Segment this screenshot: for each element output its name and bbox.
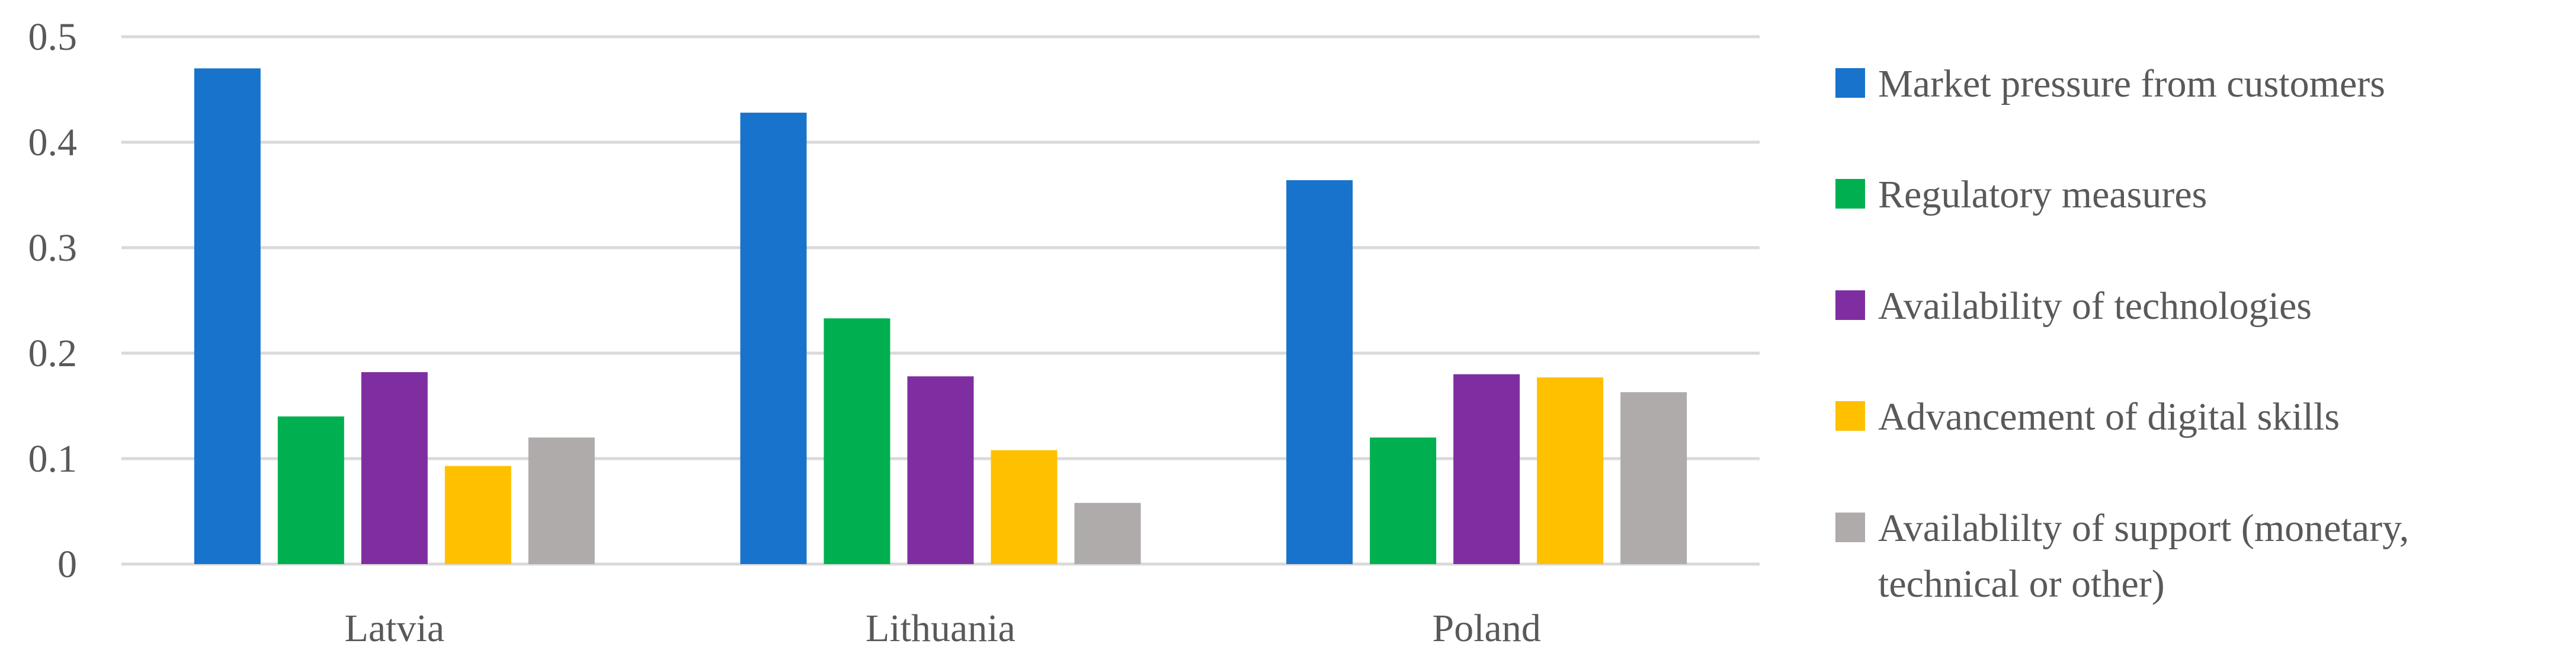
legend-swatch: [1835, 513, 1865, 542]
x-axis-category-labels: Latvia Lithuania Poland: [345, 607, 1541, 650]
bar: [991, 450, 1058, 564]
bar: [1074, 502, 1141, 564]
y-tick-label: 0.3: [28, 226, 78, 270]
bar: [194, 68, 261, 564]
legend: Market pressure from customers Regulatory…: [1835, 62, 2409, 606]
bar: [907, 376, 974, 564]
bar: [1620, 392, 1687, 564]
legend-label: Availability of technologies: [1878, 284, 2312, 328]
bar: [1286, 180, 1353, 565]
legend-swatch: [1835, 179, 1865, 209]
legend-label: Market pressure from customers: [1878, 62, 2385, 105]
bars: [194, 68, 1687, 565]
y-tick-label: 0.5: [28, 15, 78, 59]
bar: [444, 466, 511, 564]
legend-label: Regulatory measures: [1878, 173, 2207, 216]
legend-label: Advancement of digital skills: [1878, 395, 2340, 438]
legend-swatch: [1835, 290, 1865, 320]
legend-swatch: [1835, 401, 1865, 431]
y-tick-label: 0.1: [28, 437, 78, 481]
bar: [361, 372, 428, 564]
y-tick-label: 0: [57, 543, 77, 586]
legend-swatch: [1835, 68, 1865, 98]
y-tick-label: 0.4: [28, 121, 78, 164]
bar: [277, 416, 344, 564]
bar: [740, 113, 807, 564]
y-axis-tick-labels: 0 0.1 0.2 0.3 0.4 0.5: [28, 15, 78, 586]
y-tick-label: 0.2: [28, 332, 78, 375]
bar: [1370, 437, 1437, 564]
bar: [528, 437, 595, 564]
x-category-label: Latvia: [345, 607, 445, 650]
legend-label: Availablilty of support (monetary,: [1878, 507, 2409, 550]
x-category-label: Poland: [1432, 607, 1540, 650]
bar: [824, 318, 890, 564]
x-category-label: Lithuania: [866, 607, 1015, 650]
legend-label: technical or other): [1878, 562, 2165, 606]
bar: [1453, 374, 1520, 564]
bar: [1537, 377, 1604, 564]
